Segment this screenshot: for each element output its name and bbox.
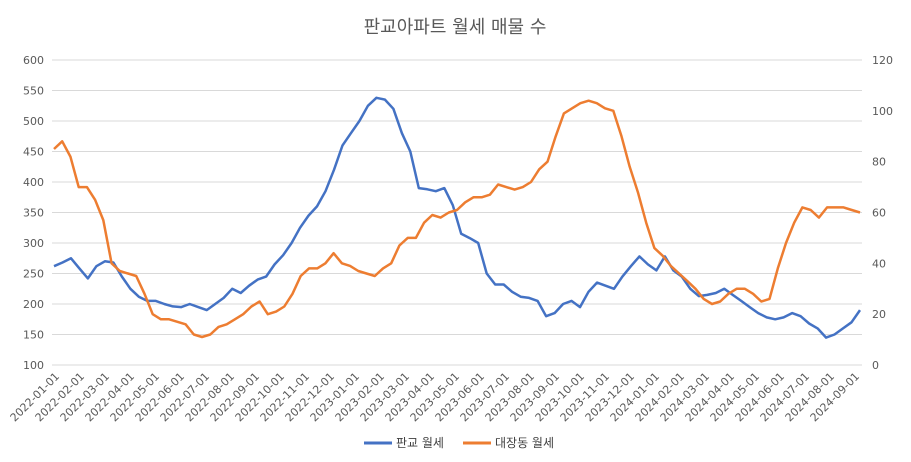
- chart-title: 판교아파트 월세 매물 수: [364, 17, 547, 38]
- legend-label-series-1: 판교 월세: [396, 436, 444, 450]
- right-axis-tick-label: 60: [872, 207, 886, 220]
- left-axis-ticks: 100 150 200 250 300 350 400 450 500 550 600: [23, 54, 44, 372]
- left-axis-tick-label: 200: [23, 298, 44, 311]
- series-lines: [53, 96, 862, 339]
- left-axis-tick-label: 350: [23, 207, 44, 220]
- right-axis-tick-label: 80: [872, 156, 886, 169]
- right-axis-tick-label: 20: [872, 308, 886, 321]
- right-axis-tick-label: 120: [872, 54, 893, 67]
- left-axis-tick-label: 250: [23, 268, 44, 281]
- grid-lines: [52, 59, 862, 366]
- legend-label-series-2: 대장동 월세: [495, 436, 554, 450]
- x-axis-ticks: 2022-01-012022-02-012022-03-012022-04-01…: [8, 370, 862, 424]
- series-line-1: [53, 96, 862, 339]
- right-axis-tick-label: 40: [872, 257, 886, 270]
- left-axis-tick-label: 150: [23, 329, 44, 342]
- left-axis-tick-label: 300: [23, 237, 44, 250]
- right-axis-ticks: 0 20 40 60 80 100 120: [872, 54, 893, 372]
- left-axis-tick-label: 400: [23, 176, 44, 189]
- right-axis-tick-label: 100: [872, 105, 893, 118]
- left-axis-tick-label: 550: [23, 85, 44, 98]
- legend: 판교 월세 대장동 월세: [364, 436, 554, 450]
- left-axis-tick-label: 500: [23, 115, 44, 128]
- right-axis-tick-label: 0: [872, 359, 879, 372]
- series-line-2: [53, 99, 861, 339]
- left-axis-tick-label: 100: [23, 359, 44, 372]
- left-axis-tick-label: 600: [23, 54, 44, 67]
- left-axis-tick-label: 450: [23, 146, 44, 159]
